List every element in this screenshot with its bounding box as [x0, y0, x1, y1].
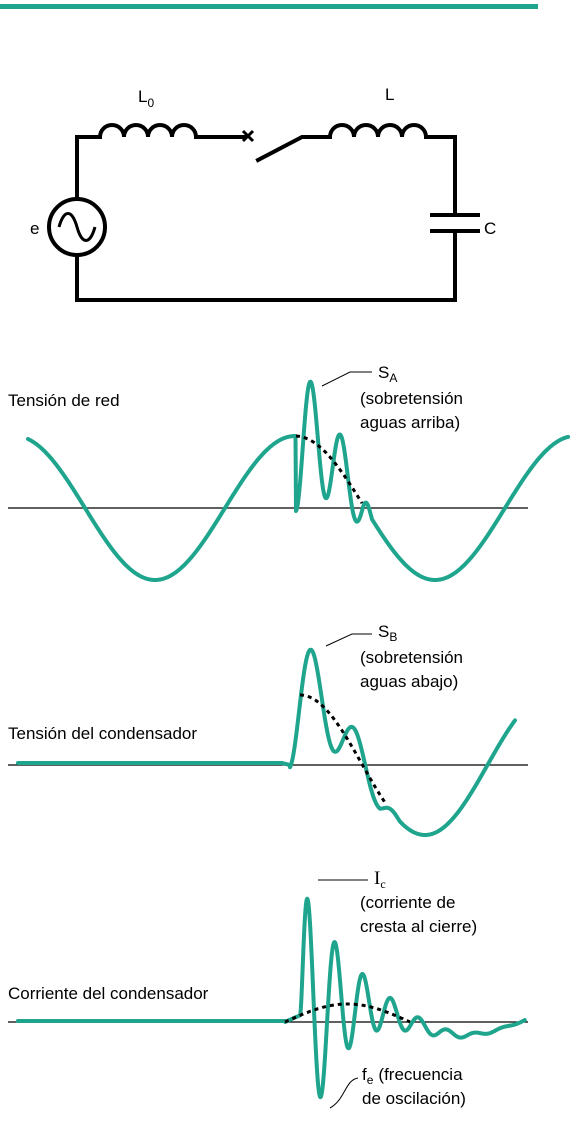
- envelope: [296, 434, 364, 504]
- annotation-line: de oscilación): [362, 1089, 466, 1108]
- annotation-line: aguas arriba): [360, 413, 460, 432]
- source-label: e: [30, 219, 39, 238]
- waveform: [26, 379, 570, 582]
- panel-label: Tensión del condensador: [8, 724, 197, 743]
- symbol-sub: B: [389, 630, 397, 644]
- panel-label: Corriente del condensador: [8, 984, 209, 1003]
- waveform: [16, 896, 527, 1100]
- annotation-line: (frecuencia: [378, 1065, 463, 1084]
- annotation-line: (sobretensión: [360, 648, 463, 667]
- waveform: [16, 647, 517, 837]
- wire: [424, 135, 457, 217]
- source-symbol: [57, 212, 97, 242]
- annotation-line: (corriente de: [360, 893, 455, 912]
- label-sub: 0: [147, 96, 154, 110]
- leader: [325, 633, 372, 647]
- annotation-symbol: Ic: [374, 868, 386, 891]
- annotation-line: cresta al cierre): [360, 917, 477, 936]
- capacitor: [430, 213, 480, 233]
- inductor-label: L: [385, 85, 394, 104]
- switch-contact: [241, 129, 255, 143]
- circuit: e L0 L C: [30, 85, 496, 302]
- annotation-line: aguas abajo): [360, 672, 458, 691]
- leader: [329, 1077, 359, 1109]
- symbol-base: S: [378, 363, 389, 382]
- envelope: [300, 693, 387, 804]
- label-base: L: [138, 87, 147, 106]
- top-rule: [0, 4, 538, 9]
- symbol-base: f: [362, 1065, 367, 1084]
- inductor-l0: [97, 123, 199, 140]
- symbol-sub: A: [389, 371, 397, 385]
- annotation-symbol: SA: [378, 363, 397, 385]
- symbol-base: S: [378, 622, 389, 641]
- panel-label: Tensión de red: [8, 391, 120, 410]
- inductor-l: [327, 123, 429, 140]
- capacitor-label: C: [484, 219, 496, 238]
- leader: [321, 371, 372, 387]
- wire: [75, 135, 102, 201]
- envelope: [284, 1002, 411, 1024]
- inductor-label: L0: [138, 87, 154, 110]
- switch: [255, 135, 332, 163]
- wire: [75, 229, 457, 302]
- symbol-sub: c: [380, 877, 385, 891]
- symbol-base: I: [374, 868, 380, 889]
- symbol-sub: e: [367, 1073, 374, 1087]
- annotation-symbol: SB: [378, 622, 397, 644]
- annotation-line: (sobretensión: [360, 389, 463, 408]
- annotation-symbol: fe (frecuencia: [362, 1065, 463, 1087]
